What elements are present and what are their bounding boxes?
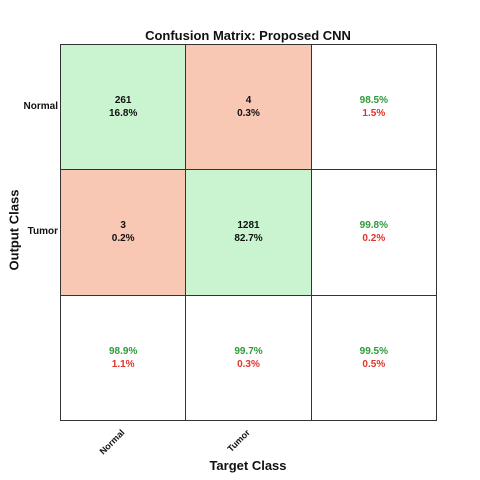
col-tick-label: Normal [97,427,127,457]
matrix-cell: 3 0.2% [60,169,187,296]
row-error-rate: 1.5% [362,108,386,120]
cell-percent: 82.7% [234,233,263,245]
cell-count: 3 [120,220,126,232]
col-summary-cell: 99.7% 0.3% [185,294,312,421]
row-error-rate: 0.2% [362,233,386,245]
row-correct-rate: 99.8% [359,220,388,232]
overall-summary-cell: 99.5% 0.5% [310,294,437,421]
row-tick-label: Normal [23,100,58,112]
col-error-rate: 1.1% [111,358,135,370]
x-axis-label: Target Class [209,458,287,473]
row-summary-cell: 98.5% 1.5% [310,44,437,171]
confusion-matrix-grid: 261 16.8% 4 0.3% 98.5% 1.5% 3 0.2% 1281 82.7% 99.8… [60,44,437,421]
matrix-cell: 1281 82.7% [185,169,312,296]
col-tick-label: Tumor [225,427,252,454]
matrix-cell: 261 16.8% [60,44,187,171]
overall-accuracy: 99.5% [359,345,388,357]
matrix-cell: 4 0.3% [185,44,312,171]
cell-count: 1281 [237,220,260,232]
row-tick-label: Tumor [27,226,58,237]
row-summary-cell: 99.8% 0.2% [310,169,437,296]
chart-title: Confusion Matrix: Proposed CNN [145,28,351,43]
col-correct-rate: 98.9% [108,345,138,357]
overall-error: 0.5% [362,358,386,370]
cell-percent: 0.2% [111,233,135,245]
cell-percent: 16.8% [108,108,138,120]
col-correct-rate: 99.7% [234,345,263,357]
row-correct-rate: 98.5% [359,95,388,107]
cell-count: 261 [114,95,132,107]
cell-count: 4 [245,95,252,107]
col-summary-cell: 98.9% 1.1% [60,294,187,421]
cell-percent: 0.3% [237,108,260,120]
col-error-rate: 0.3% [237,358,260,370]
